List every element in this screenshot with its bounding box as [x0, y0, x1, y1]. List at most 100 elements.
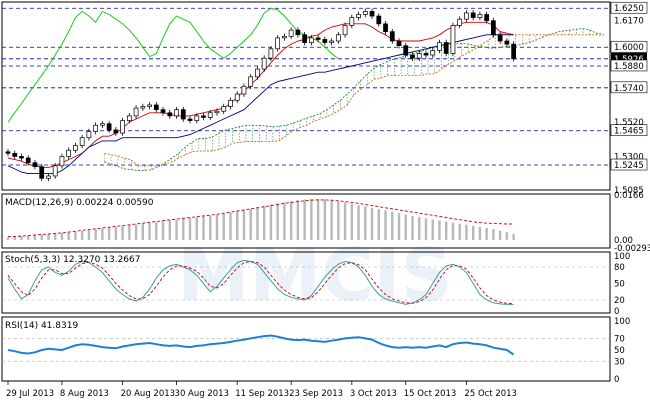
price-tick-label: 1.5300 — [614, 152, 644, 162]
bear-candle — [302, 34, 308, 43]
x-tick-label: 8 Aug 2013 — [60, 389, 109, 399]
price-level-box — [610, 1, 648, 14]
rsi-label: RSI(14) 41.8319 — [5, 321, 78, 331]
bull-candle — [430, 50, 436, 56]
bull-candle — [308, 37, 314, 43]
bull-candle — [416, 53, 422, 59]
macd-histogram-bar — [182, 218, 185, 240]
candlesticks — [5, 8, 516, 182]
bear-candle — [403, 45, 409, 56]
bull-candle — [46, 175, 51, 179]
rsi-tick-label: 50 — [614, 346, 625, 356]
price-level-box — [610, 59, 648, 72]
x-tick-label: 11 Sep 2013 — [235, 389, 289, 399]
macd-histogram-bar — [74, 231, 77, 240]
macd-histogram-bar — [384, 210, 387, 240]
bear-candle — [396, 40, 402, 47]
macd-histogram-bar — [512, 233, 515, 240]
tenkan-sen — [7, 21, 514, 168]
bull-candle — [214, 110, 220, 114]
macd-histogram-bar — [404, 214, 407, 240]
bull-candle — [194, 115, 200, 121]
bear-candle — [315, 37, 321, 40]
macd-histogram-bar — [445, 221, 448, 240]
price-tick-label: 1.5740 — [614, 84, 644, 94]
macd-histogram-bar — [262, 205, 266, 240]
bull-candle — [100, 123, 105, 126]
macd-histogram-bar — [343, 202, 347, 240]
macd-histogram-bar — [323, 199, 327, 240]
bull-candle — [349, 17, 355, 26]
macd-histogram-bar — [67, 232, 70, 240]
bear-candle — [511, 43, 516, 60]
macd-histogram-bar — [364, 206, 367, 240]
bear-candle — [180, 109, 186, 120]
bull-candle — [241, 85, 247, 95]
bull-candle — [79, 137, 85, 146]
macd-histogram-bar — [195, 217, 198, 240]
watermark-logo: MMCIS — [178, 233, 453, 317]
bear-candle — [153, 104, 159, 111]
macd-histogram-bar — [121, 226, 124, 240]
bull-candle — [140, 106, 146, 109]
macd-histogram-bar — [377, 209, 380, 240]
macd-histogram-bar — [80, 230, 84, 240]
macd-tick-label: 0.00 — [614, 236, 633, 246]
macd-histogram-bar — [215, 214, 219, 240]
x-tick-label: 20 Aug 2013 — [121, 389, 175, 399]
macd-histogram-bar — [337, 201, 340, 240]
bear-candle — [389, 31, 395, 42]
bull-candle — [73, 145, 78, 151]
macd-histogram-bar — [431, 219, 434, 240]
price-level-box — [610, 124, 648, 137]
bull-candle — [457, 18, 463, 26]
macd-histogram-bar — [236, 211, 239, 240]
macd-histogram-bar — [20, 236, 23, 240]
rsi-line — [7, 334, 515, 356]
macd-histogram-bar — [451, 222, 455, 240]
macd-histogram-bar — [492, 229, 495, 240]
macd-histogram-bar — [498, 230, 502, 240]
macd-histogram-bar — [478, 226, 482, 240]
macd-histogram-bar — [161, 221, 165, 240]
bull-candle — [221, 106, 227, 112]
bull-candle — [261, 57, 267, 70]
bear-candle — [12, 152, 18, 157]
bull-candle — [228, 99, 233, 107]
bull-candle — [268, 48, 274, 59]
bull-candle — [248, 76, 254, 87]
stoch-tick-label: 0 — [614, 307, 619, 317]
axis-labels: 1.62501.61701.60001.59261.58801.57401.55… — [6, 1, 650, 399]
bull-candle — [356, 14, 361, 18]
macd-histogram-bar — [134, 224, 138, 240]
bull-candle — [288, 29, 294, 37]
price-tick-label: 1.5880 — [614, 62, 644, 72]
bear-candle — [187, 118, 193, 121]
bull-candle — [52, 165, 58, 177]
macd-histogram-bar — [485, 228, 488, 240]
macd-histogram-bar — [424, 218, 428, 240]
price-tick-label: 1.5085 — [614, 186, 644, 196]
macd-histogram-bar — [209, 215, 212, 240]
bear-candle — [39, 166, 45, 179]
bear-candle — [383, 23, 388, 32]
bull-candle — [362, 11, 368, 15]
panel-frames — [1, 1, 611, 382]
panel-frame-macd — [1, 193, 611, 249]
bull-candle — [342, 25, 348, 36]
macd-histogram-bar — [283, 202, 286, 240]
bull-candle — [207, 112, 213, 118]
bull-candle — [329, 40, 334, 43]
macd-histogram-bar — [60, 232, 64, 240]
bull-candle — [133, 107, 139, 117]
macd-histogram-bar — [330, 200, 333, 240]
macd-histogram-bar — [141, 223, 145, 240]
macd-histogram-bar — [27, 235, 30, 240]
macd-histogram-bar — [53, 233, 57, 240]
bull-candle — [464, 12, 469, 20]
macd-histogram-bar — [33, 235, 37, 240]
stoch-tick-label: 80 — [614, 263, 625, 273]
x-tick-label: 29 Jul 2013 — [6, 389, 54, 399]
